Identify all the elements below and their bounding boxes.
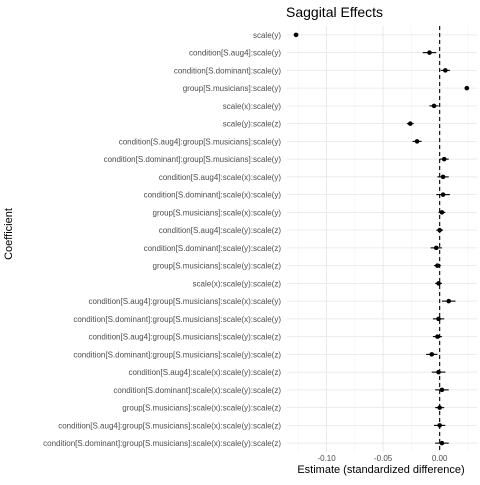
- estimate-point: [436, 316, 441, 322]
- estimate-point: [414, 139, 420, 144]
- y-tick-label: group[S.musicians]:scale(x):scale(y):sca…: [122, 404, 281, 413]
- y-tick-label: condition[S.dominant]:group[S.musicians]…: [73, 315, 281, 324]
- estimate-point: [441, 156, 447, 162]
- estimate-point: [427, 50, 432, 55]
- plot-panel: [287, 26, 477, 452]
- estimate-point: [446, 298, 452, 304]
- estimate-point: [435, 263, 440, 268]
- estimate-point: [431, 103, 437, 109]
- y-tick-label: condition[S.aug4]:group[S.musicians]:sca…: [58, 421, 281, 430]
- y-tick-labels: scale(y) condition[S.aug4]:scale(y) condit…: [43, 31, 281, 448]
- y-tick-label: condition[S.aug4]:scale(y):scale(z): [159, 226, 282, 235]
- y-tick-label: condition[S.dominant]:group[S.musicians]…: [104, 155, 282, 164]
- x-tick-label: 0.00: [432, 454, 448, 463]
- marks-layer: [293, 32, 470, 446]
- y-tick-label: condition[S.aug4]:scale(x):scale(y): [159, 173, 282, 182]
- y-tick-label: condition[S.dominant]:scale(y): [174, 66, 282, 75]
- estimate-point: [440, 174, 446, 180]
- y-tick-label: condition[S.dominant]:scale(y):scale(z): [144, 244, 282, 253]
- y-tick-label: condition[S.aug4]:scale(y): [189, 49, 281, 58]
- estimate-point: [439, 387, 445, 393]
- y-tick-label: group[S.musicians]:scale(y):scale(z): [153, 262, 282, 271]
- estimate-point: [436, 369, 441, 375]
- estimate-point: [435, 334, 440, 339]
- x-axis-title: Estimate (standardized difference): [297, 464, 464, 476]
- y-tick-label: condition[S.dominant]:scale(x):scale(y):…: [113, 386, 281, 395]
- y-tick-label: condition[S.aug4]:group[S.musicians]:sca…: [119, 137, 282, 146]
- estimate-point: [464, 85, 470, 91]
- y-tick-label: scale(x):scale(y): [223, 102, 282, 111]
- estimate-point: [437, 405, 442, 410]
- x-tick-label: -0.10: [317, 454, 336, 463]
- y-tick-label: condition[S.aug4]:group[S.musicians]:sca…: [88, 297, 281, 306]
- estimate-point: [439, 440, 445, 446]
- y-tick-label: group[S.musicians]:scale(y): [183, 84, 282, 93]
- estimate-point: [433, 245, 439, 251]
- estimate-point: [293, 32, 299, 38]
- chart-title: Saggital Effects: [286, 4, 383, 20]
- y-tick-label: condition[S.aug4]:scale(x):scale(y):scal…: [128, 368, 281, 377]
- estimate-point: [407, 121, 413, 126]
- y-tick-label: scale(x):scale(y):scale(z): [193, 279, 282, 288]
- x-tick-labels: -0.10 -0.05 0.00: [317, 454, 448, 463]
- estimate-point: [439, 210, 445, 215]
- x-tick-label: -0.05: [374, 454, 393, 463]
- y-tick-label: condition[S.dominant]:group[S.musicians]…: [73, 350, 281, 359]
- y-tick-label: condition[S.dominant]:group[S.musicians]…: [43, 439, 281, 448]
- y-tick-label: group[S.musicians]:scale(x):scale(y): [153, 208, 282, 217]
- estimate-point: [440, 192, 446, 197]
- estimate-point: [429, 352, 435, 357]
- estimate-point: [443, 68, 448, 73]
- estimate-point: [437, 423, 442, 428]
- y-tick-label: condition[S.aug4]:group[S.musicians]:sca…: [88, 333, 281, 342]
- estimate-point: [436, 281, 441, 286]
- y-tick-label: scale(y):scale(z): [223, 120, 282, 129]
- y-tick-label: condition[S.dominant]:scale(x):scale(y): [144, 191, 282, 200]
- y-tick-label: scale(y): [253, 31, 281, 40]
- estimate-point: [437, 227, 442, 233]
- y-axis-title: Coefficient: [3, 208, 15, 260]
